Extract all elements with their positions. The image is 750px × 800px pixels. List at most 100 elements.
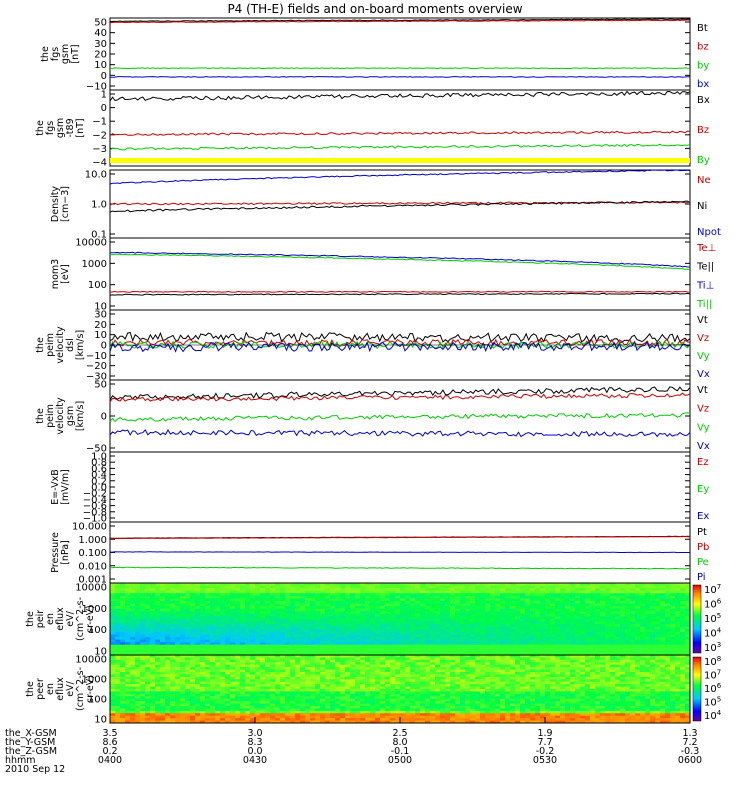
svg-text:the: the [35,408,46,424]
legend-vy: Vy [697,351,710,362]
legend-te: Te⊥ [696,243,716,254]
legend-ti: Ti⊥ [696,280,714,291]
colorbar [692,656,702,722]
legend-vx: Vx [697,441,710,452]
ephemeris-value: -0.2 [536,746,555,757]
svg-text:[km/s]: [km/s] [75,330,86,360]
spectrogram-panel-10: the peer en eflux eV/(cm^2-s-sr-eV)100001000… [25,654,722,726]
panel-frame [109,451,691,523]
flag-bar [110,158,690,163]
svg-text:mom3: mom3 [50,259,61,289]
svg-text:peim: peim [45,404,56,428]
legend-bt: Bt [697,23,708,34]
svg-text:[nPa]: [nPa] [60,540,71,565]
svg-text:velocity: velocity [55,326,66,364]
svg-text:the: the [40,46,51,62]
legend-by: by [697,60,709,71]
y-tick-label: 10.0 [85,170,107,181]
y-tick-label: 30 [94,39,107,50]
legend-ti: Ti|| [696,299,712,310]
svg-text:eflux: eflux [55,677,66,701]
y-tick-label: 0.0 [91,483,107,494]
y-tick-label: 20 [94,50,107,61]
series-bx [109,90,691,102]
spectrogram [110,655,691,724]
svg-text:the: the [35,120,46,136]
svg-text:en: en [45,683,56,695]
svg-text:sr-eV): sr-eV) [85,605,96,633]
legend-vt: Vt [697,385,708,396]
panel-frame [109,237,691,311]
y-tick-label: 0.4 [91,470,107,481]
spectrogram-panel-9: the peir en eflux eV/(cm^2-s-sr-eV) 10000 1000… [25,582,722,658]
y-tick-label: 0 [101,103,107,114]
legend-vy: Vy [697,422,710,433]
svg-text:en: en [45,613,56,625]
legend-bz: bz [697,42,709,53]
y-tick-label: 40 [94,28,107,39]
y-tick-label: −2 [92,130,107,141]
legend-ex: Ex [697,511,709,522]
ephemeris-label: the_Z-GSM [5,746,57,757]
ephemeris-value: 8.0 [392,737,407,748]
y-tick-label: 100 [88,625,107,636]
ephemeris-value: 8.6 [102,737,117,748]
ephemeris-value: 1.9 [537,728,552,739]
y-tick-label: 10 [94,302,107,313]
y-tick-label: 10 [94,715,107,726]
y-tick-label: 100 [88,280,107,291]
series-ti [109,251,690,268]
panel-7: E=-VxB [mV/m] 1.00.80.60.40.20.0−0.2−0.4−0… [50,451,709,525]
svg-text:sr-eV): sr-eV) [85,675,96,703]
ephemeris-value: 0400 [98,755,122,766]
svg-text:[eV]: [eV] [60,264,71,284]
y-tick-label: 10 [94,647,107,658]
y-tick-label: −0.8 [83,507,107,518]
panel-2: the fgs gsm -t89 [nT] 1 0 −1 −2 −3 −4 Bx Bz By [35,89,710,169]
y-tick-label: 1.0 [91,200,107,211]
y-tick-label: −1.0 [83,514,107,525]
y-tick-label: −10 [86,82,107,93]
series-vz [109,392,691,403]
colorbar-label: 107 [704,583,721,596]
legend-ni: Ni [697,201,707,212]
svg-text:peim: peim [45,333,56,357]
series-npot [109,169,691,185]
figure-title: P4 (TH-E) fields and on-board moments ov… [227,2,522,16]
series-te [109,292,691,296]
ephemeris-value: 0430 [243,755,267,766]
series-pe [110,566,691,570]
panel-frame [109,379,691,453]
series-pi [110,551,690,554]
ephemeris-label: the_Y-GSM [5,737,55,748]
ephemeris-value: 0.2 [102,746,117,757]
series-by [109,143,691,151]
legend-ey: Ey [697,484,709,495]
y-axis-label: the fgs gsm -t89 [nT] [35,118,86,138]
svg-text:peir: peir [35,610,46,629]
svg-text:[nT]: [nT] [75,118,86,137]
date-label: 2010 Sep 12 [5,764,65,775]
y-axis-label: Pressure [nPa] [50,532,71,573]
svg-text:Pressure: Pressure [50,532,61,573]
svg-text:the: the [25,681,36,697]
y-tick-label: 10000 [75,583,107,594]
legend-bx: bx [697,79,709,90]
colorbar [692,584,702,654]
y-axis-label: Density [cm−3] [50,186,71,222]
legend-pe: Pe [697,557,709,568]
series-vy [109,412,691,423]
series-ni [109,200,691,213]
svg-text:[nT]: [nT] [70,44,81,63]
y-tick-label: −3 [92,144,107,155]
svg-text:[km/s]: [km/s] [75,401,86,431]
colorbar-label: 103 [704,641,721,654]
y-tick-label: 10000 [75,238,107,249]
y-axis-label: E=-VxB [mV/m] [50,469,71,505]
legend-by: By [697,155,710,166]
series-vx [109,429,691,438]
y-tick-label: 1.0 [91,452,107,463]
colorbar-label: 104 [704,627,722,640]
y-tick-label: 0.8 [91,458,107,469]
